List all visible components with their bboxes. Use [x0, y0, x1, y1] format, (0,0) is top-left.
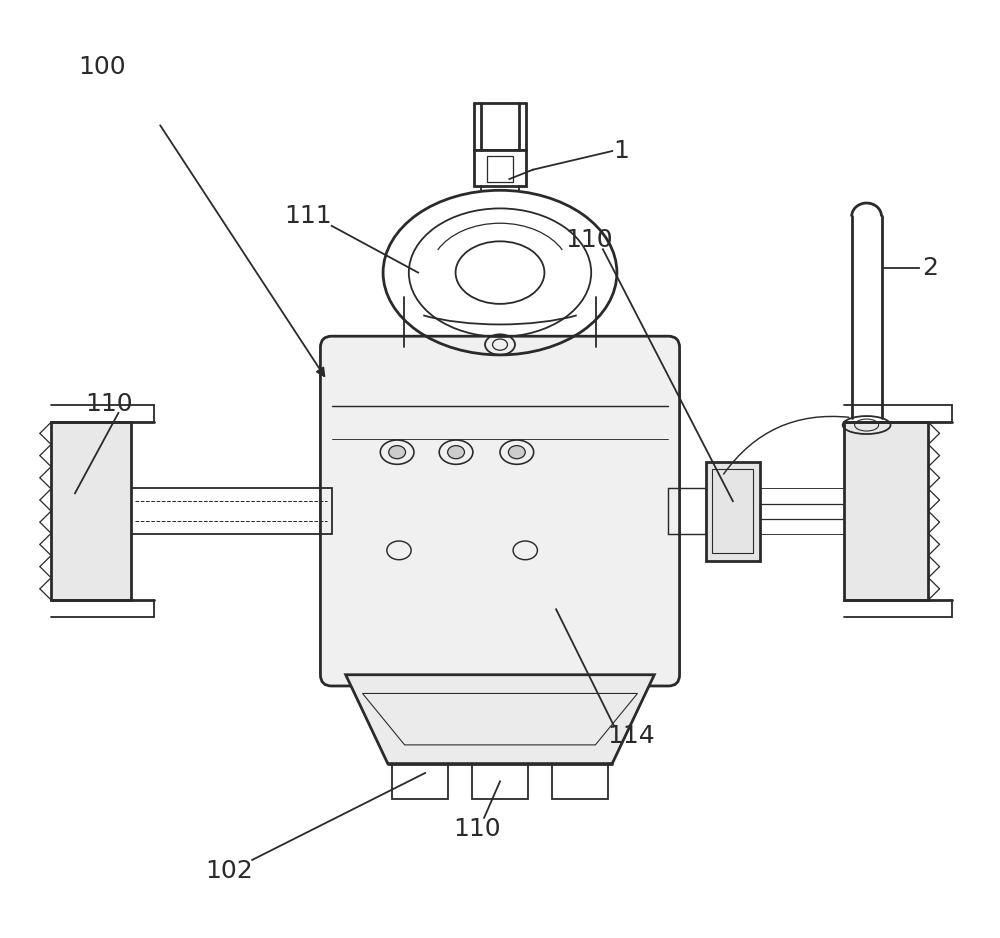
Ellipse shape: [448, 446, 464, 459]
Text: 110: 110: [85, 391, 133, 416]
Text: 111: 111: [284, 204, 332, 229]
Text: 110: 110: [565, 228, 613, 252]
Ellipse shape: [508, 446, 525, 459]
Text: 102: 102: [205, 859, 253, 884]
Bar: [131, 488, 332, 535]
Text: 2: 2: [922, 256, 938, 280]
Ellipse shape: [389, 446, 406, 459]
Bar: [51, 422, 131, 600]
Text: 110: 110: [453, 817, 500, 841]
FancyBboxPatch shape: [320, 336, 680, 686]
Text: 1: 1: [614, 139, 630, 163]
Bar: [668, 488, 706, 535]
Bar: [760, 504, 844, 519]
Bar: [844, 422, 928, 600]
Bar: [712, 469, 753, 553]
Bar: [474, 150, 526, 186]
Polygon shape: [346, 674, 654, 764]
Bar: [487, 156, 513, 182]
Text: 100: 100: [79, 54, 126, 79]
Bar: [706, 461, 760, 561]
Text: 114: 114: [607, 723, 655, 748]
Bar: [392, 764, 448, 799]
Bar: [552, 764, 608, 799]
Bar: [472, 764, 528, 799]
